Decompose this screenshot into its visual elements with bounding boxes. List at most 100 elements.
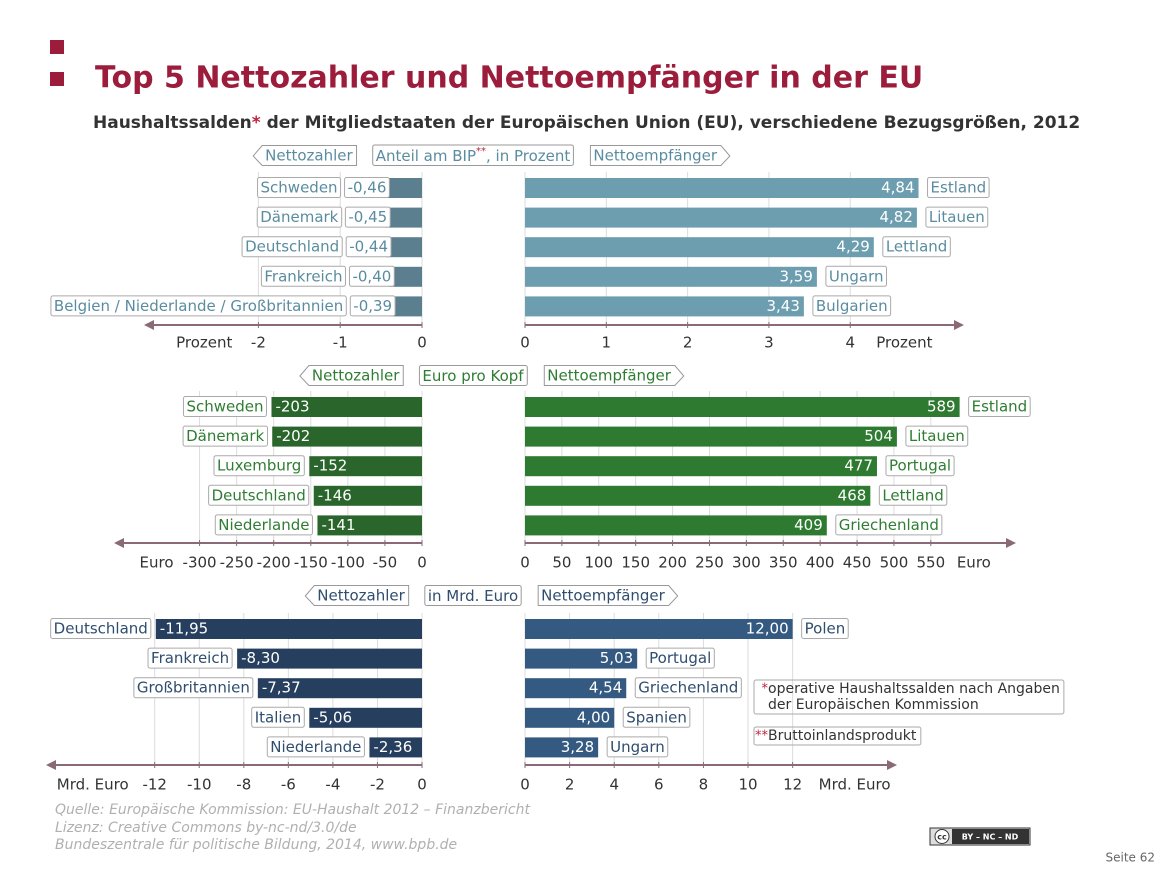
x-tick-label: -1	[333, 334, 348, 352]
category-box	[882, 236, 951, 258]
x-tick-label: 6	[654, 776, 664, 794]
x-tick-label: 10	[738, 776, 757, 794]
value-label: 4,84	[881, 179, 914, 197]
x-tick-label: 8	[699, 776, 709, 794]
x-tick-label: 0	[417, 334, 427, 352]
bar	[313, 485, 422, 506]
source-line: Lizenz: Creative Commons by-nc-nd/3.0/de	[55, 820, 357, 836]
x-tick-label: 300	[732, 554, 761, 572]
value-label: 5,03	[600, 649, 633, 667]
category-label: Deutschland	[245, 238, 339, 256]
category-box	[606, 736, 669, 758]
category-label: Ungarn	[829, 267, 884, 285]
category-box	[266, 736, 365, 758]
category-box	[645, 647, 715, 669]
category-box	[878, 484, 948, 506]
x-tick-label: 350	[769, 554, 798, 572]
category-label: Frankreich	[151, 649, 229, 667]
header-box	[418, 365, 528, 386]
value-label: 3,28	[561, 738, 594, 756]
value-label: -0,44	[349, 238, 388, 256]
category-label: Lettland	[882, 486, 943, 504]
note-mark: **	[755, 729, 769, 744]
value-label: -0,45	[348, 208, 387, 226]
bar	[271, 397, 422, 417]
category-box	[622, 706, 691, 728]
category-box	[50, 618, 152, 639]
x-tick-label: -12	[142, 776, 167, 794]
value-label-box	[349, 295, 396, 317]
subtitle-mark: *	[252, 113, 261, 133]
value-label: 409	[794, 516, 823, 534]
value-label: -203	[275, 398, 309, 416]
value-label: 12,00	[746, 620, 789, 638]
category-label: Luxemburg	[217, 457, 301, 475]
value-label: -8,30	[241, 649, 280, 667]
note-mark: *	[762, 682, 769, 697]
value-label: -11,95	[160, 620, 208, 638]
bar	[389, 266, 422, 287]
subtitle: Haushaltssalden* der Mitgliedstaaten der…	[93, 113, 1080, 133]
axis-arrow	[144, 320, 154, 330]
value-label: -2,36	[373, 738, 412, 756]
bar	[525, 426, 897, 447]
bar	[525, 648, 638, 669]
note-text: Bruttoinlandsprodukt	[768, 728, 917, 744]
category-box	[257, 177, 342, 198]
value-label: 4,00	[577, 708, 610, 726]
x-tick-label: 250	[695, 554, 724, 572]
header-arrow	[543, 365, 685, 386]
x-tick-label: -2	[370, 776, 385, 794]
x-tick-label: 450	[843, 554, 872, 572]
bar	[257, 678, 422, 699]
category-label: Niederlande	[218, 516, 309, 534]
x-tick-label: 0	[520, 554, 530, 572]
x-tick-label: -250	[220, 554, 254, 572]
x-tick-label: -6	[281, 776, 296, 794]
category-label: Frankreich	[264, 267, 342, 285]
value-label: 468	[838, 486, 867, 504]
header-right: Nettoempfänger	[547, 367, 671, 385]
axis-arrow	[46, 760, 56, 770]
category-label: Belgien / Niederlande / Großbritannien	[54, 297, 343, 315]
bar	[390, 296, 422, 317]
x-tick-label: 2	[683, 334, 693, 352]
category-label: Dänemark	[186, 427, 264, 445]
category-label: Schweden	[261, 179, 338, 197]
bar	[525, 178, 919, 198]
bar	[525, 456, 877, 477]
x-tick-label: -10	[187, 776, 212, 794]
bar	[525, 515, 827, 536]
category-label: Lettland	[886, 238, 947, 256]
bar	[309, 456, 422, 477]
category-box	[251, 706, 305, 728]
value-label: 504	[864, 427, 893, 445]
x-tick-label: 150	[621, 554, 650, 572]
value-label: 4,54	[589, 679, 622, 697]
x-tick-label: 4	[845, 334, 855, 352]
x-tick-label: 1	[602, 334, 612, 352]
category-box	[147, 647, 233, 669]
source-line: Quelle: Europäische Kommission: EU-Haush…	[55, 802, 530, 818]
category-box	[634, 677, 742, 699]
note-box	[753, 679, 1065, 715]
header-left: Nettozahler	[317, 587, 405, 605]
category-box	[925, 206, 989, 228]
axis-unit: Euro	[140, 554, 174, 572]
category-label: Estland	[931, 179, 987, 197]
category-label: Großbritannien	[137, 679, 250, 697]
bar	[525, 737, 599, 758]
category-label: Dänemark	[260, 208, 338, 226]
value-label-box	[344, 177, 390, 198]
bar	[155, 619, 422, 639]
x-tick-label: 0	[417, 776, 427, 794]
bar	[525, 485, 871, 506]
category-box	[214, 514, 313, 536]
bar	[525, 707, 615, 728]
x-tick-label: -50	[373, 554, 398, 572]
category-label: Portugal	[889, 457, 951, 475]
x-tick-label: -4	[325, 776, 340, 794]
axis-arrow	[1006, 538, 1016, 548]
unit-header: Anteil am BIP**, in Prozent	[376, 146, 571, 165]
